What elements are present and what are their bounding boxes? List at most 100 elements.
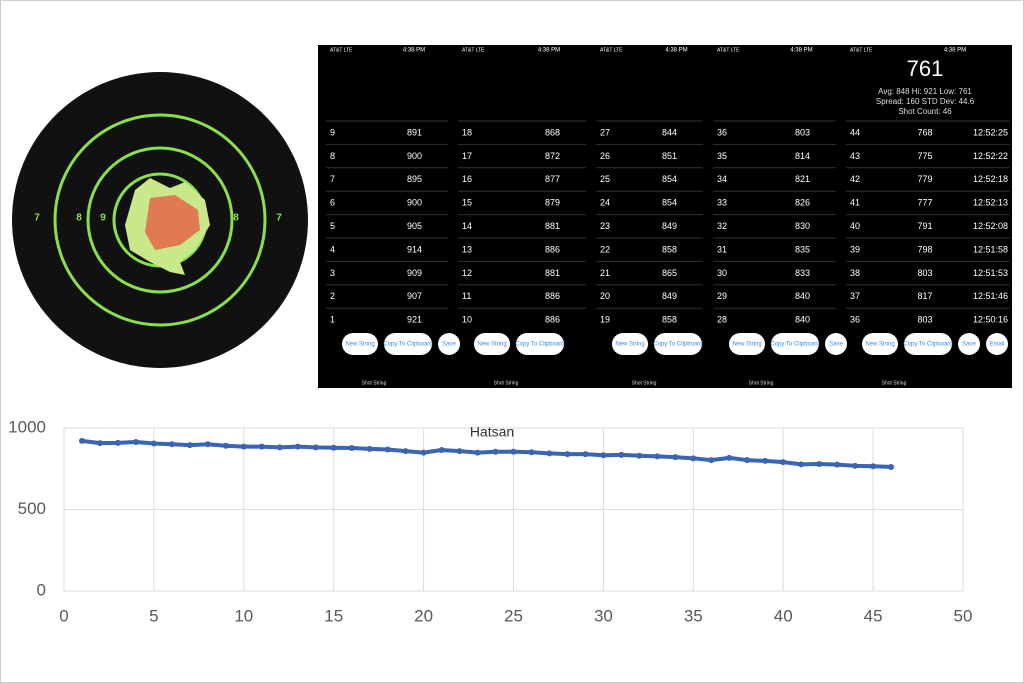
velocity: 909: [407, 268, 422, 278]
velocity: 854: [662, 198, 677, 208]
button-label[interactable]: Copy To Clipboard: [515, 342, 564, 348]
x-tick-label: 15: [324, 606, 343, 625]
velocity: 826: [795, 198, 810, 208]
shot-number: 8: [330, 151, 335, 161]
point: [816, 461, 823, 468]
button-label[interactable]: Save: [442, 342, 456, 348]
tab-label: Shot String: [882, 380, 907, 386]
velocity: 914: [407, 244, 422, 254]
point: [726, 454, 733, 461]
shot-number: 44: [850, 127, 860, 137]
shot-time: 12:50:16: [973, 315, 1008, 325]
button[interactable]: [612, 333, 648, 355]
shot-number: 27: [600, 127, 610, 137]
point: [456, 448, 463, 455]
carrier: AT&T LTE: [462, 47, 485, 53]
point: [312, 444, 319, 451]
button[interactable]: [729, 333, 765, 355]
button-label[interactable]: Copy To Clipboard: [770, 342, 819, 348]
y-tick-label: 0: [37, 580, 46, 599]
velocity: 821: [795, 174, 810, 184]
shot-number: 40: [850, 221, 860, 231]
velocity: 803: [917, 315, 932, 325]
button[interactable]: [474, 333, 510, 355]
button-label[interactable]: Save: [829, 342, 843, 348]
shot-number: 7: [330, 174, 335, 184]
point: [546, 450, 553, 457]
ring-label: 8: [76, 213, 82, 224]
button[interactable]: [342, 333, 378, 355]
shot-number: 12: [462, 268, 472, 278]
shot-number: 16: [462, 174, 472, 184]
shot-number: 10: [462, 315, 472, 325]
point: [672, 454, 679, 461]
point: [258, 443, 265, 450]
velocity: 858: [662, 315, 677, 325]
point: [78, 437, 85, 444]
x-tick-label: 40: [774, 606, 793, 625]
point: [870, 463, 877, 470]
button-label[interactable]: New String: [865, 342, 894, 348]
clock: 4:38 PM: [665, 48, 687, 54]
button-label[interactable]: Copy To Clipboard: [653, 342, 702, 348]
point: [384, 446, 391, 453]
shot-number: 25: [600, 174, 610, 184]
button[interactable]: [862, 333, 898, 355]
y-tick-label: 500: [18, 499, 46, 518]
button[interactable]: [986, 333, 1008, 355]
button-label[interactable]: Email: [989, 342, 1004, 348]
velocity: 833: [795, 268, 810, 278]
button[interactable]: [904, 333, 952, 355]
shot-number: 19: [600, 315, 610, 325]
clock: 4:38 PM: [790, 48, 812, 54]
button-label[interactable]: Save: [962, 342, 976, 348]
button[interactable]: [771, 333, 819, 355]
shot-time: 12:52:25: [973, 127, 1008, 137]
point: [150, 440, 157, 447]
button-label[interactable]: Copy To Clipboard: [903, 342, 952, 348]
point: [438, 447, 445, 454]
velocity: 886: [545, 315, 560, 325]
button[interactable]: [516, 333, 564, 355]
button-label[interactable]: Copy To Clipboard: [383, 342, 432, 348]
point: [222, 442, 229, 449]
shot-number: 21: [600, 268, 610, 278]
velocity: 886: [545, 244, 560, 254]
tab-label: Shot String: [632, 380, 657, 386]
point: [780, 459, 787, 466]
button[interactable]: [384, 333, 432, 355]
button-label[interactable]: New String: [732, 342, 761, 348]
point: [888, 463, 895, 470]
button[interactable]: [654, 333, 702, 355]
shot-number: 36: [850, 315, 860, 325]
shot-number: 32: [717, 221, 727, 231]
shot-number: 23: [600, 221, 610, 231]
button-label[interactable]: New String: [615, 342, 644, 348]
button[interactable]: [825, 333, 847, 355]
shot-number: 22: [600, 244, 610, 254]
point: [402, 448, 409, 455]
x-tick-label: 20: [414, 606, 433, 625]
carrier: AT&T LTE: [330, 47, 353, 53]
shot-number: 9: [330, 127, 335, 137]
point: [564, 451, 571, 458]
button-label[interactable]: New String: [477, 342, 506, 348]
shot-number: 6: [330, 198, 335, 208]
button-label[interactable]: New String: [345, 342, 374, 348]
velocity: 900: [407, 151, 422, 161]
velocity: 775: [917, 151, 932, 161]
velocity: 840: [795, 315, 810, 325]
button[interactable]: [958, 333, 980, 355]
point: [528, 449, 535, 456]
shot-number: 35: [717, 151, 727, 161]
button[interactable]: [438, 333, 460, 355]
point: [132, 439, 139, 446]
stats: Shot Count: 46: [898, 107, 952, 116]
point: [834, 461, 841, 468]
shot-time: 12:51:53: [973, 268, 1008, 278]
shot-number: 42: [850, 174, 860, 184]
velocity: 817: [917, 291, 932, 301]
point: [276, 444, 283, 451]
shot-number: 3: [330, 268, 335, 278]
shot-time: 12:52:08: [973, 221, 1008, 231]
